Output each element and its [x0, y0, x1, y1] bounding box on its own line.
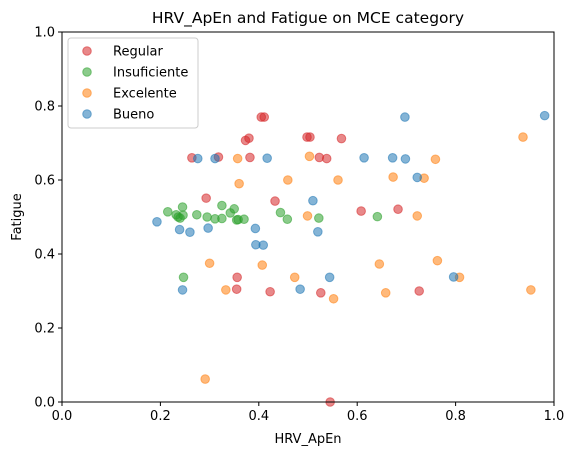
point-regular-15 [393, 204, 403, 215]
point-insuficiente-12 [229, 204, 239, 214]
point-insuficiente-20 [178, 272, 189, 283]
point-regular-9 [245, 152, 255, 163]
point-bueno-4 [387, 153, 398, 163]
x-tick-label: 0.0 [52, 409, 73, 424]
point-bueno-10 [152, 217, 162, 227]
point-regular-12 [201, 193, 211, 203]
x-tick-label: 0.4 [248, 409, 269, 424]
legend: Regular Insuficiente Excelente Bueno [67, 37, 199, 129]
point-excelente-13 [374, 259, 385, 269]
legend-marker-excelente [82, 88, 92, 98]
point-excelente-3 [234, 178, 244, 189]
point-excelente-0 [232, 153, 243, 164]
point-excelente-21 [200, 374, 210, 384]
point-excelente-5 [333, 175, 343, 185]
y-tick-label: 0.8 [34, 100, 55, 115]
plot-frame [61, 31, 555, 403]
legend-marker-regular [82, 46, 92, 56]
legend-marker-bueno [82, 109, 92, 119]
point-bueno-2 [262, 153, 272, 163]
point-excelente-2 [430, 154, 441, 165]
point-bueno-3 [359, 153, 369, 163]
data-points [152, 110, 550, 407]
point-insuficiente-15 [239, 214, 249, 225]
point-regular-16 [232, 272, 242, 283]
point-bueno-14 [250, 223, 261, 234]
legend-marker-insuficiente [82, 67, 92, 77]
point-bueno-13 [203, 223, 213, 233]
point-excelente-14 [432, 255, 443, 266]
point-insuficiente-18 [314, 213, 324, 223]
point-insuficiente-5 [175, 213, 185, 223]
legend-label-regular: Regular [113, 45, 164, 60]
point-excelente-17 [221, 285, 231, 295]
point-bueno-5 [400, 154, 411, 164]
point-excelente-8 [518, 132, 528, 142]
point-insuficiente-2 [177, 202, 188, 212]
point-regular-13 [270, 196, 280, 206]
x-tick-label: 0.8 [445, 409, 466, 424]
point-regular-5 [305, 132, 315, 142]
point-insuficiente-16 [275, 207, 286, 218]
point-bueno-21 [295, 284, 305, 294]
legend-box [67, 37, 199, 129]
point-excelente-10 [412, 211, 423, 221]
point-bueno-7 [539, 110, 550, 121]
point-bueno-17 [258, 240, 269, 250]
point-bueno-19 [448, 272, 459, 282]
point-excelente-1 [304, 151, 315, 162]
point-regular-17 [231, 284, 242, 294]
point-insuficiente-7 [202, 212, 212, 222]
point-insuficiente-19 [372, 211, 383, 222]
point-bueno-18 [324, 272, 335, 283]
point-insuficiente-9 [217, 213, 227, 224]
point-excelente-20 [526, 285, 536, 295]
legend-label-insuficiente: Insuficiente [113, 66, 188, 81]
point-excelente-11 [204, 258, 215, 269]
point-bueno-12 [185, 227, 195, 237]
point-bueno-1 [210, 153, 220, 164]
point-excelente-19 [380, 288, 391, 298]
point-regular-18 [265, 286, 275, 297]
y-tick-label: 0.0 [34, 396, 55, 411]
point-insuficiente-0 [162, 207, 173, 217]
point-excelente-12 [257, 260, 268, 270]
point-bueno-6 [400, 112, 410, 122]
y-tick-label: 0.4 [34, 248, 55, 263]
point-bueno-11 [174, 224, 185, 235]
point-insuficiente-17 [282, 214, 293, 225]
axis-ticks: 0.0 0.2 0.4 0.6 0.8 1.0 0.0 0.2 0.4 0.6 0.8 1.0 [34, 26, 564, 425]
point-excelente-4 [283, 175, 293, 185]
point-excelente-9 [302, 211, 313, 221]
point-insuficiente-6 [192, 209, 202, 220]
point-regular-3 [244, 133, 254, 143]
point-regular-1 [259, 112, 270, 122]
y-tick-label: 0.6 [34, 174, 55, 189]
y-tick-label: 1.0 [34, 26, 55, 41]
point-regular-19 [315, 288, 326, 298]
point-bueno-20 [177, 285, 188, 295]
point-bueno-8 [412, 172, 423, 183]
point-regular-11 [321, 153, 332, 164]
legend-label-bueno: Bueno [113, 108, 154, 123]
point-bueno-0 [192, 153, 203, 164]
x-tick-label: 0.6 [347, 409, 368, 424]
x-axis-label: HRV_ApEn [274, 432, 341, 447]
point-excelente-15 [289, 272, 300, 283]
x-tick-label: 1.0 [544, 409, 565, 424]
point-excelente-6 [388, 172, 398, 182]
chart-title: HRV_ApEn and Fatigue on MCE category [152, 9, 464, 28]
point-regular-6 [336, 133, 347, 144]
legend-label-excelente: Excelente [113, 87, 177, 102]
point-regular-14 [356, 206, 366, 216]
point-regular-20 [414, 286, 424, 296]
y-tick-label: 0.2 [34, 322, 55, 337]
point-bueno-9 [308, 195, 318, 206]
x-tick-label: 0.2 [150, 409, 171, 424]
point-insuficiente-10 [217, 200, 227, 211]
point-excelente-18 [328, 293, 339, 304]
y-axis-label: Fatigue [10, 193, 25, 240]
point-bueno-15 [313, 227, 323, 237]
